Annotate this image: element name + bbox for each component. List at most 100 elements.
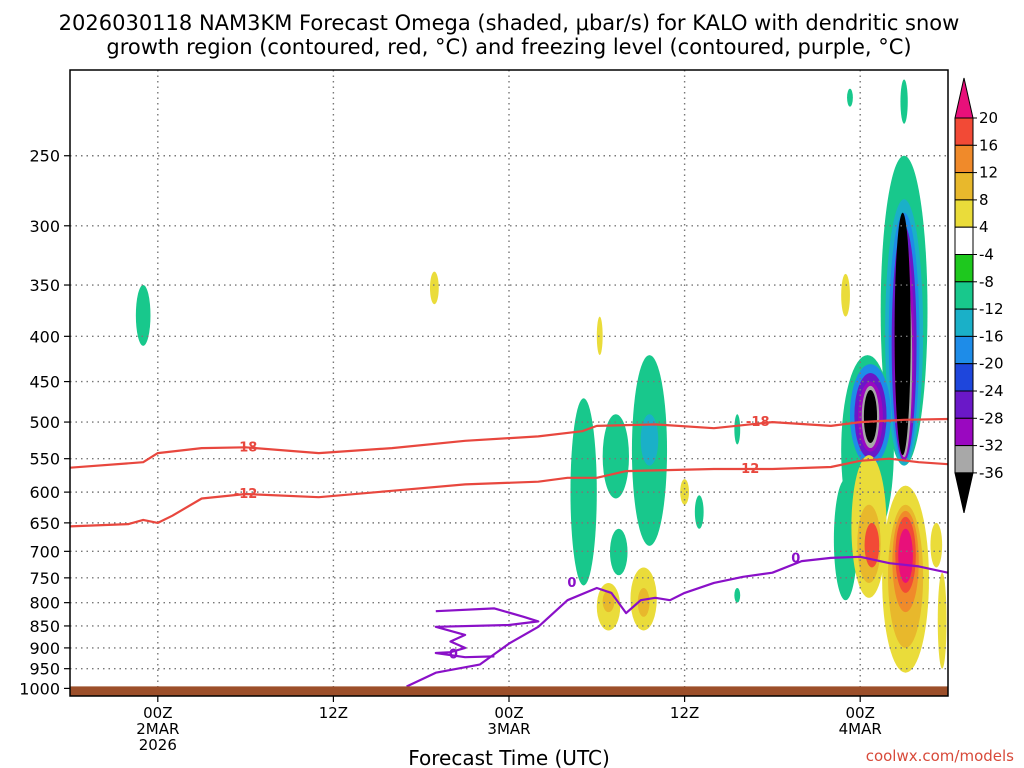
colorbar-label: 12 — [979, 164, 998, 182]
contour-label: -12 — [736, 462, 760, 477]
y-tick-label: 700 — [29, 542, 60, 561]
y-tick-label: 850 — [29, 617, 60, 636]
y-tick-label: 650 — [29, 514, 60, 533]
terrain-below-ground — [70, 686, 948, 696]
colorbar-band — [954, 144, 974, 174]
omega-cell — [135, 285, 151, 346]
colorbar-label: 16 — [979, 136, 998, 154]
contour-label: 0 — [791, 551, 800, 566]
x-tick-label: 12Z — [670, 704, 699, 722]
colorbar-top-arrow — [954, 77, 974, 119]
plot-area: -18 -18 -12 -12 0 0 0 — [70, 70, 948, 696]
colorbar-band — [954, 172, 974, 201]
x-tick-label: 2026 — [139, 736, 177, 754]
y-tick-label: 600 — [29, 483, 60, 502]
colorbar-band — [954, 417, 974, 447]
x-tick-label: 00Z — [846, 704, 875, 722]
y-tick-label: 250 — [29, 147, 60, 166]
contour-line — [70, 457, 948, 528]
y-tick-label: 950 — [29, 660, 60, 679]
x-tick-label: 00Z — [494, 704, 523, 722]
contour-lines: -18 -18 -12 -12 0 0 0 — [70, 415, 948, 688]
x-tick-label: 3MAR — [487, 720, 530, 738]
colorbar-label: -16 — [979, 327, 1004, 345]
y-tick-label: 300 — [29, 217, 60, 236]
contour-line — [406, 555, 948, 688]
colorbar-bottom-arrow — [954, 472, 974, 514]
colorbar-band — [954, 281, 974, 310]
y-tick-label: 350 — [29, 276, 60, 295]
omega-cell — [602, 590, 615, 613]
omega-cell — [930, 522, 943, 568]
omega-cell — [937, 572, 947, 669]
x-tick-label: 4MAR — [839, 720, 882, 738]
colorbar-label: 8 — [979, 191, 989, 209]
contour-line — [70, 417, 948, 469]
y-axis: 250 300 350 400 450 500 550 600 650 700 750 800 850 9… — [19, 147, 70, 698]
y-tick-label: 500 — [29, 413, 60, 432]
colorbar-band — [954, 226, 974, 255]
grid-lines — [70, 70, 948, 696]
colorbar-label: -32 — [979, 437, 1004, 455]
colorbar-label: -8 — [979, 273, 994, 291]
colorbar-band — [954, 363, 974, 392]
x-tick-label: 00Z — [143, 704, 172, 722]
x-tick-label: 12Z — [319, 704, 348, 722]
omega-cell — [734, 414, 741, 445]
omega-cell — [900, 79, 908, 124]
omega-cell — [640, 414, 659, 466]
colorbar-band — [954, 308, 974, 337]
y-tick-label: 800 — [29, 594, 60, 613]
y-tick-label: 1000 — [19, 679, 60, 698]
colorbar-band — [954, 445, 974, 474]
omega-shading — [135, 79, 947, 673]
y-tick-label: 400 — [29, 327, 60, 346]
omega-core — [894, 212, 911, 456]
watermark: coolwx.com/models — [866, 747, 1014, 765]
omega-cell — [847, 88, 853, 107]
colorbar-band — [954, 390, 974, 419]
y-tick-label: 900 — [29, 639, 60, 658]
colorbar-band — [954, 117, 974, 146]
omega-cell — [898, 528, 913, 583]
contour-label: -18 — [746, 415, 770, 430]
colorbar-band — [954, 335, 974, 365]
contour-label: 0 — [449, 647, 458, 662]
x-tick-label: 2MAR — [136, 720, 179, 738]
chart-title-line2: growth region (contoured, red, °C) and f… — [106, 35, 911, 59]
contour-label: -12 — [234, 487, 258, 502]
omega-cell — [570, 398, 597, 586]
x-axis-label: Forecast Time (UTC) — [408, 746, 610, 768]
omega-cell — [637, 587, 650, 617]
colorbar-band — [954, 254, 974, 283]
colorbar-band — [954, 199, 974, 228]
colorbar-label: -28 — [979, 409, 1004, 427]
omega-cell — [694, 495, 704, 529]
omega-cell — [680, 479, 689, 505]
y-tick-label: 750 — [29, 569, 60, 588]
contour-label: -18 — [234, 440, 258, 455]
contour-label: 0 — [567, 576, 576, 591]
chart-title-line1: 2026030118 NAM3KM Forecast Omega (shaded… — [59, 11, 960, 35]
omega-cell — [602, 414, 629, 499]
omega-cell — [841, 273, 850, 317]
omega-cell — [429, 271, 439, 305]
colorbar-label: -12 — [979, 300, 1004, 318]
omega-cell — [609, 528, 628, 576]
y-tick-label: 550 — [29, 450, 60, 469]
colorbar-label: -24 — [979, 382, 1004, 400]
y-tick-label: 450 — [29, 373, 60, 392]
omega-cell — [734, 587, 741, 603]
colorbar: 20 16 12 8 4 -4 -8 -12 -16 -20 -24 -28 -32 -36 — [954, 77, 1004, 514]
omega-cell — [864, 522, 880, 568]
colorbar-label: -4 — [979, 246, 994, 264]
colorbar-label: -36 — [979, 464, 1004, 482]
colorbar-label: 4 — [979, 218, 989, 236]
omega-cell — [596, 316, 603, 356]
omega-core — [863, 390, 878, 444]
colorbar-label: -20 — [979, 355, 1004, 373]
contour-line — [434, 607, 540, 659]
colorbar-label: 20 — [979, 109, 998, 127]
